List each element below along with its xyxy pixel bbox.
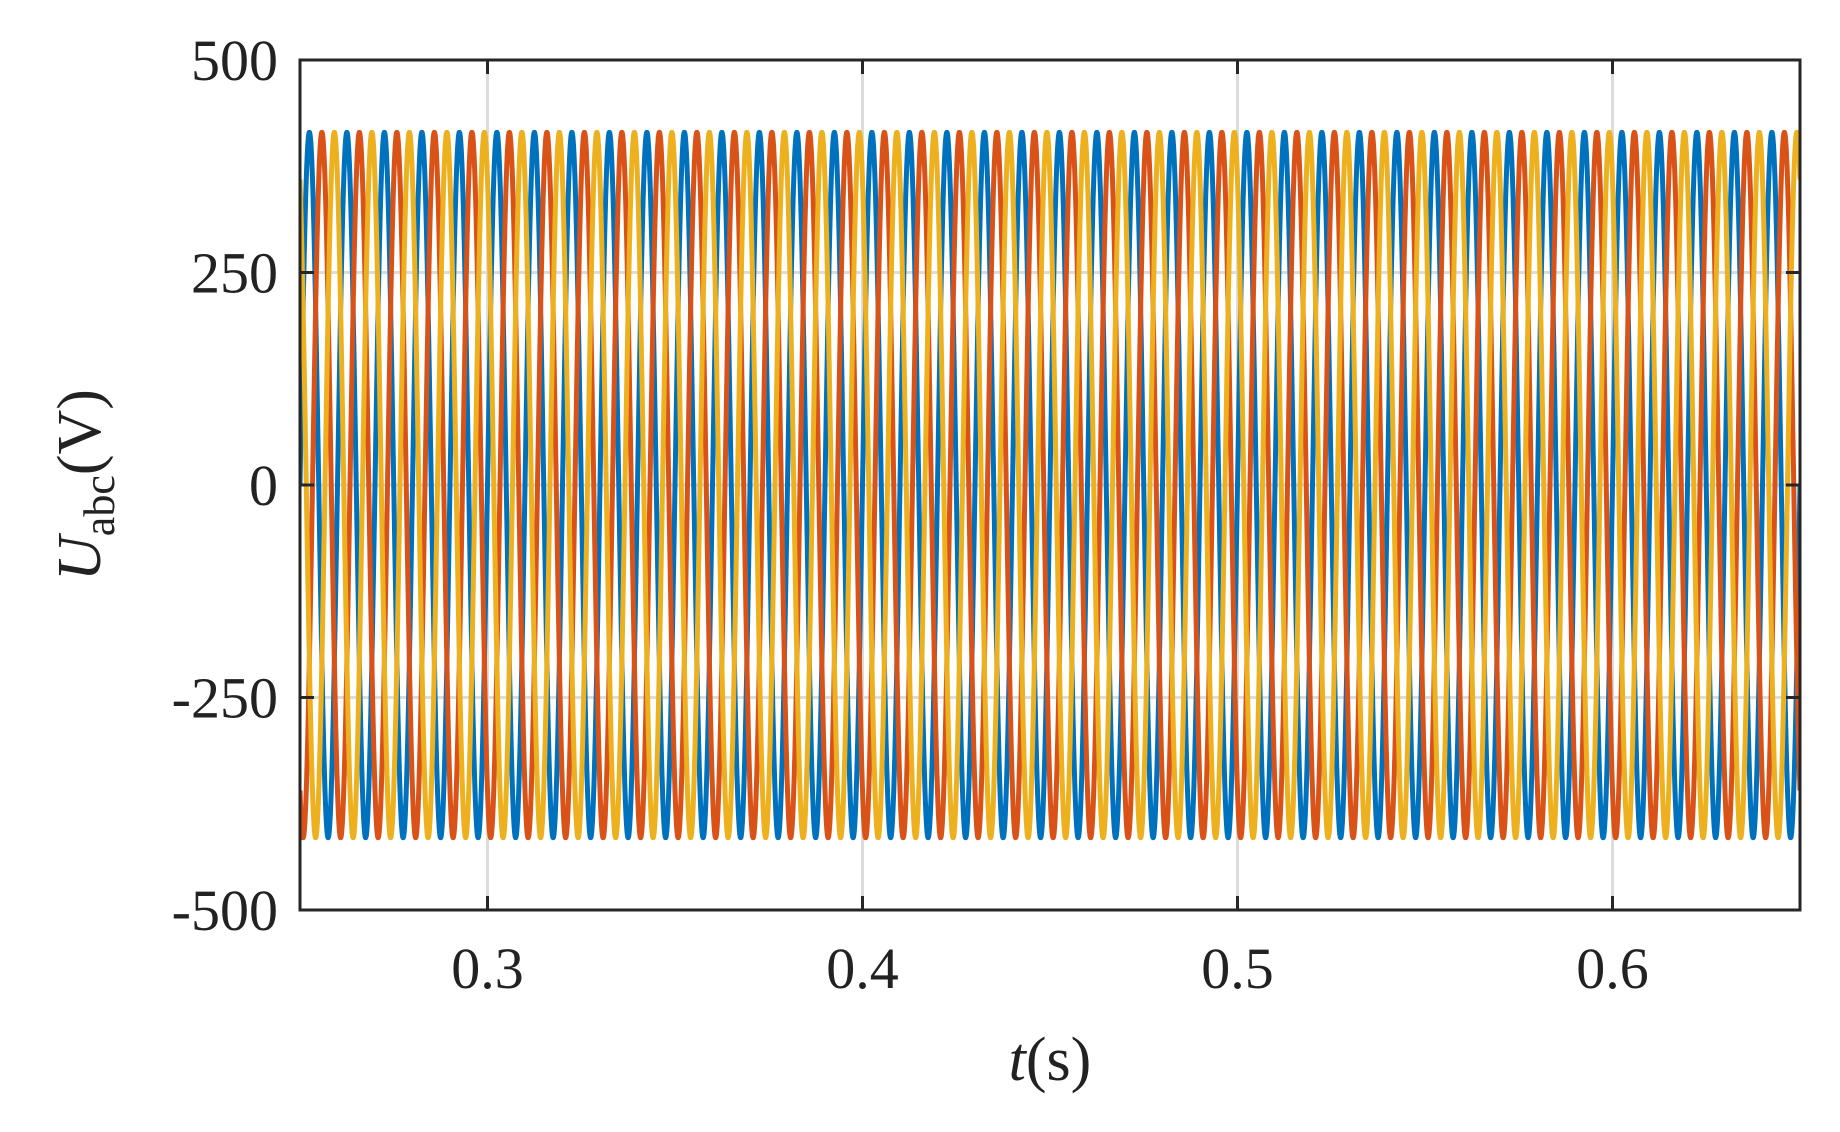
x-tick-label: 0.4 [826,936,899,1001]
plot-area [300,129,1800,841]
series-group [300,129,1800,841]
x-tick-label: 0.3 [451,936,524,1001]
y-axis-label-var: U [46,532,114,581]
x-axis-label-unit: (s) [1026,1026,1091,1094]
y-tick-label: 250 [191,241,278,306]
x-tick-label: 0.5 [1201,936,1274,1001]
y-tick-label: 0 [249,453,278,518]
phase-series-line-2 [300,129,1800,841]
x-tick-label: 0.6 [1576,936,1649,1001]
phase-series-line-1 [300,129,1800,841]
y-axis-label-unit: (V) [46,389,114,475]
tick-labels: 0.3 0.4 0.5 0.6 500 250 0 -250 -500 [172,28,1649,1001]
y-axis-label: Uabc(V) [46,389,124,581]
phase-series-line-3 [300,129,1800,841]
y-tick-label: 500 [191,28,278,93]
axis-ticks [300,58,1800,912]
y-tick-label: -250 [172,666,278,731]
y-tick-label: -500 [172,878,278,943]
y-axis-label-sub: abc [75,475,124,536]
x-axis-label: t(s) [1009,1026,1092,1094]
x-axis-label-var: t [1009,1026,1028,1094]
